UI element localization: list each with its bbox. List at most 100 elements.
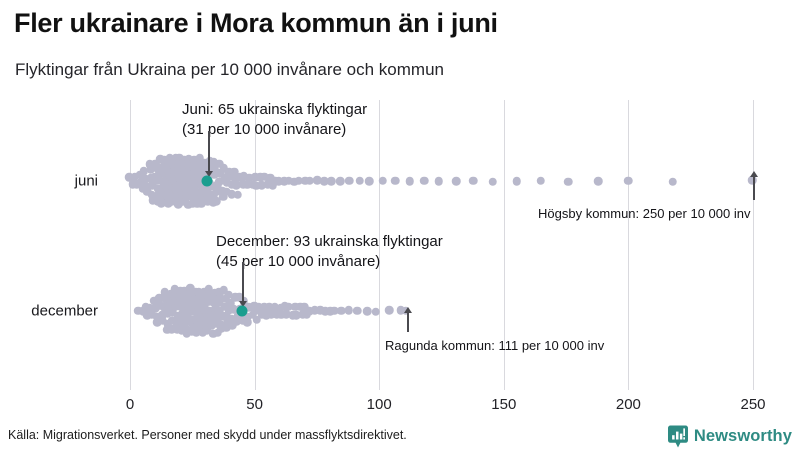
data-point — [139, 167, 149, 176]
annotation-arrow-head — [749, 171, 758, 177]
data-point — [265, 302, 274, 312]
data-point — [152, 318, 162, 327]
data-point — [488, 177, 498, 186]
data-point — [451, 176, 461, 186]
newsworthy-logo: Newsworthy — [667, 424, 792, 448]
row-label-juni: juni — [74, 172, 98, 190]
data-point — [257, 180, 266, 190]
data-point — [184, 302, 194, 312]
data-point — [201, 165, 210, 175]
gridline — [254, 100, 256, 390]
data-point — [168, 316, 177, 325]
data-point — [165, 154, 174, 163]
x-axis-tick-label: 250 — [740, 396, 766, 413]
data-point — [257, 309, 266, 319]
data-point — [371, 307, 380, 316]
data-point — [145, 303, 154, 312]
data-point — [224, 290, 233, 299]
data-point — [243, 318, 252, 327]
data-point — [329, 306, 339, 316]
data-point — [212, 187, 221, 197]
data-point — [182, 193, 192, 202]
data-point — [235, 293, 244, 302]
data-point — [355, 176, 364, 186]
x-axis-tick-label: 150 — [491, 396, 517, 413]
data-point — [193, 318, 203, 328]
data-point — [290, 302, 300, 311]
data-point — [185, 296, 194, 305]
data-point — [163, 320, 173, 329]
annotation-line: December: 93 ukrainska flyktingar — [216, 233, 443, 250]
data-point — [298, 310, 307, 319]
annotation-line: (45 per 10 000 invånare) — [216, 252, 381, 270]
data-point — [219, 163, 229, 173]
gridline — [130, 100, 131, 390]
data-point — [336, 177, 345, 186]
highlighted-data-point — [201, 175, 213, 187]
data-point — [167, 324, 177, 334]
x-axis-tick-label: 50 — [246, 396, 263, 413]
data-point — [175, 302, 185, 311]
data-point — [216, 324, 226, 333]
data-point — [161, 295, 170, 304]
annotation-line: Högsby kommun: 250 per 10 000 inv — [538, 206, 751, 221]
data-point — [170, 291, 180, 301]
data-point — [189, 168, 199, 178]
data-point — [161, 171, 170, 180]
data-point — [748, 176, 757, 185]
gridline — [628, 100, 630, 390]
data-point — [243, 180, 252, 190]
data-point — [238, 179, 248, 189]
data-point — [192, 308, 201, 318]
data-point — [284, 302, 293, 311]
annotation-arrow-line — [242, 262, 244, 302]
data-point — [182, 329, 191, 338]
data-point — [344, 306, 354, 315]
data-point — [163, 177, 173, 186]
data-point — [211, 196, 221, 206]
data-point — [292, 310, 301, 320]
data-point — [175, 153, 184, 162]
data-point — [222, 178, 231, 187]
data-point — [419, 176, 429, 185]
data-point — [210, 170, 219, 180]
data-point — [215, 298, 224, 307]
data-point — [202, 326, 211, 335]
data-point — [594, 176, 603, 186]
data-point — [301, 176, 310, 185]
data-point — [227, 180, 237, 190]
data-point — [564, 177, 573, 186]
data-point — [200, 159, 210, 168]
data-point — [209, 158, 219, 167]
data-point — [184, 169, 194, 179]
data-point — [152, 191, 162, 201]
data-point — [130, 172, 139, 182]
data-point — [215, 169, 225, 178]
data-point — [224, 306, 234, 316]
data-point — [263, 179, 272, 189]
gridline — [379, 100, 381, 390]
data-point — [222, 323, 231, 332]
data-point — [155, 294, 164, 303]
data-point — [215, 177, 224, 187]
data-point — [536, 176, 545, 186]
data-point — [185, 289, 194, 299]
x-axis-tick-label: 0 — [125, 396, 135, 413]
data-point — [160, 160, 169, 170]
data-point — [233, 190, 243, 199]
data-point — [243, 312, 252, 321]
data-point — [192, 323, 201, 332]
annotation-line: Ragunda kommun: 111 per 10 000 inv — [385, 338, 605, 353]
data-point — [312, 176, 322, 185]
data-point — [174, 165, 184, 175]
data-point — [142, 311, 152, 320]
page-title: Fler ukrainare i Mora kommun än i juni — [14, 8, 498, 38]
data-point — [189, 155, 199, 164]
data-point — [148, 196, 158, 205]
data-point — [208, 182, 218, 192]
annotation-december-highlight: December: 93 ukrainska flyktingar (45 per… — [216, 232, 443, 272]
data-point — [173, 325, 182, 334]
data-point — [168, 308, 177, 317]
data-point — [164, 302, 174, 312]
bar-chart-icon — [667, 425, 688, 448]
